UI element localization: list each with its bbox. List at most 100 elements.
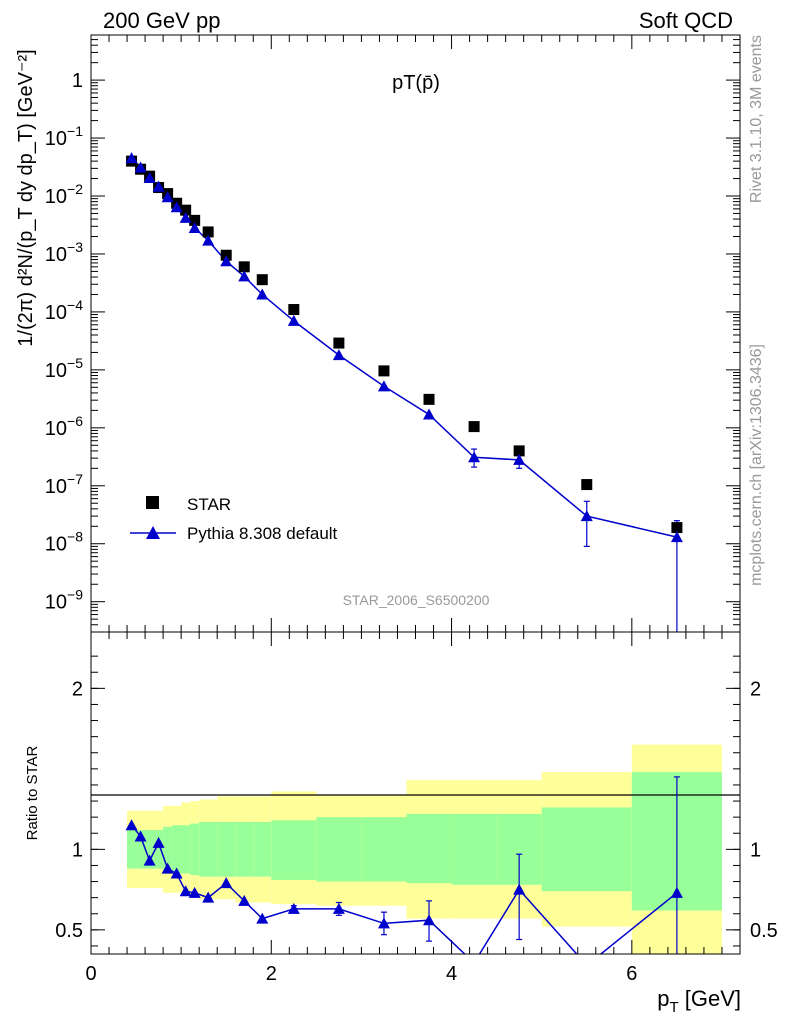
ratio-frame (90, 631, 741, 955)
ratio-point (332, 902, 345, 914)
ratio-point (238, 894, 251, 906)
star-point (180, 204, 192, 216)
inner-band (190, 823, 200, 876)
star-point (513, 445, 525, 457)
star-point (423, 393, 435, 405)
ratio-point (170, 867, 183, 879)
inner-band (541, 807, 632, 892)
pythia-point (332, 349, 345, 361)
ratio-y-tick-label: 0.5 (55, 920, 83, 942)
inner-band (181, 825, 191, 874)
pythia-point (238, 270, 251, 282)
y-tick-label: 10−6 (45, 413, 83, 440)
y-tick-label: 10−3 (45, 239, 83, 266)
ratio-y-tick-label-right: 0.5 (750, 920, 778, 942)
legend: STAR Pythia 8.308 default (130, 495, 338, 543)
star-point (202, 226, 214, 238)
y-tick-label: 10−5 (45, 355, 83, 382)
x-tick-label: 0 (85, 963, 96, 985)
inner-band (406, 813, 452, 884)
y-tick-label: 10−9 (45, 587, 83, 614)
y-tick-label: 10−1 (45, 123, 83, 150)
ratio-point (256, 912, 269, 924)
pythia-point (188, 222, 201, 234)
legend-label-star: STAR (187, 495, 231, 514)
inner-band (361, 817, 407, 882)
ratio-point (125, 819, 138, 831)
main-data (125, 152, 683, 632)
legend-marker-star (146, 496, 159, 509)
pythia-point (468, 451, 481, 463)
inner-band (172, 825, 182, 874)
pythia-point (670, 531, 683, 543)
pythia-point (170, 201, 183, 213)
ratio-y-tick-label-right: 1 (750, 839, 761, 861)
ratio-point (188, 886, 201, 898)
ratio-point (377, 917, 390, 929)
header-left: 200 GeV pp (103, 8, 220, 33)
main-axis-ticks: 1 10−1 10−2 10−3 10−4 10−5 10−6 10−7 10−8 10−9 (45, 34, 740, 633)
ratio-point (143, 854, 156, 866)
pythia-line (131, 157, 678, 538)
star-point (288, 304, 300, 316)
inner-band (199, 821, 218, 877)
pythia-point (143, 171, 156, 183)
ratio-point (423, 914, 436, 926)
pythia-point (513, 453, 526, 465)
ratio-point (220, 877, 233, 889)
x-axis-label: pT [GeV] (657, 986, 741, 1016)
pythia-point (287, 314, 300, 326)
ratio-y-tick-label-right: 2 (750, 678, 761, 700)
inner-band (217, 821, 236, 877)
inner-band (136, 830, 146, 869)
pythia-point (377, 380, 390, 392)
star-point (256, 274, 268, 286)
pythia-point (220, 255, 233, 267)
ratio-point (513, 883, 526, 895)
star-point (581, 479, 593, 491)
star-point (333, 337, 345, 349)
pythia-point (134, 161, 147, 173)
star-point (189, 214, 201, 226)
inner-band (271, 820, 317, 880)
pythia-point (423, 408, 436, 420)
main-y-axis-label: 1/(2π) d²N/(p_T dy dp_T) [GeV⁻²] (15, 49, 37, 346)
inner-band (154, 830, 164, 869)
star-point (468, 421, 480, 433)
inner-band (127, 830, 137, 869)
ratio-point (134, 830, 147, 842)
pythia-point (256, 288, 269, 300)
header-right: Soft QCD (639, 8, 733, 33)
ratio-point (161, 862, 174, 874)
star-point (378, 365, 390, 377)
pythia-point (152, 180, 165, 192)
y-tick-label: 1 (72, 70, 83, 92)
pythia-point (179, 211, 192, 223)
ratio-data (125, 776, 683, 954)
pythia-point (202, 234, 215, 246)
inner-band (145, 830, 155, 869)
legend-marker-pythia (146, 526, 160, 539)
inner-band (163, 826, 173, 872)
ratio-y-tick-label: 1 (72, 839, 83, 861)
ratio-point (202, 891, 215, 903)
legend-label-pythia: Pythia 8.308 default (187, 524, 338, 543)
y-tick-label: 10−4 (45, 297, 83, 324)
pythia-point (125, 152, 138, 164)
inner-band (451, 813, 497, 885)
inner-band (235, 821, 254, 877)
x-tick-label: 2 (266, 963, 277, 985)
main-plot: pT(p̄) STAR_2006_S6500200 110−110−210−31… (45, 34, 741, 633)
y-tick-label: 10−8 (45, 529, 83, 556)
ratio-point (152, 836, 165, 848)
ratio-point (287, 902, 300, 914)
pythia-point (580, 510, 593, 522)
ratio-point (179, 885, 192, 897)
pythia-point (161, 191, 174, 203)
ratio-y-tick-label: 2 (72, 678, 83, 700)
y-tick-label: 10−7 (45, 471, 83, 498)
ratio-plot: 0.5 0.5 1 1 2 2 0 2 4 6 (55, 631, 778, 985)
analysis-label: STAR_2006_S6500200 (343, 592, 490, 608)
ratio-point (670, 886, 683, 898)
